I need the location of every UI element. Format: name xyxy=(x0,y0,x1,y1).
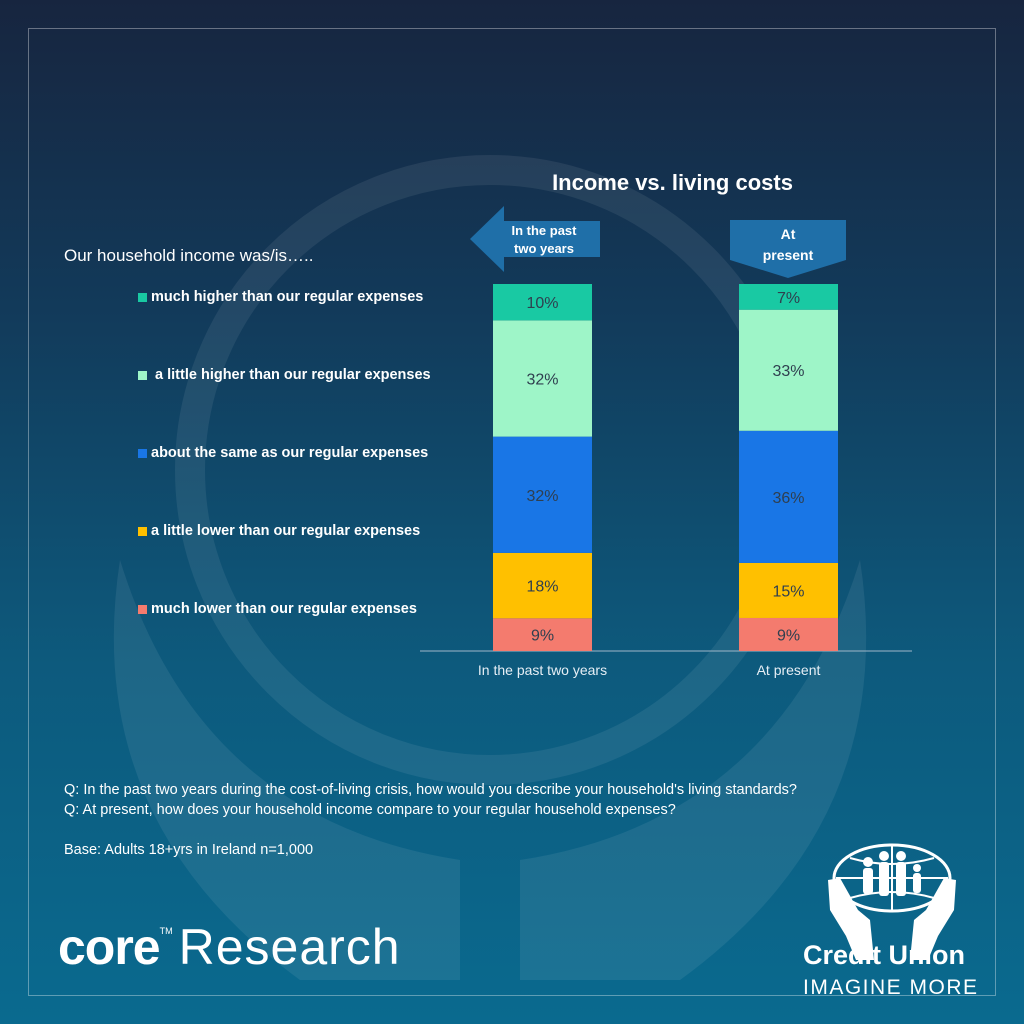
bar-segment xyxy=(739,309,838,431)
legend-swatch xyxy=(138,370,147,380)
bar-segment xyxy=(493,618,592,651)
legend-label: a little lower than our regular expenses xyxy=(151,523,421,539)
bar-segment xyxy=(739,617,838,651)
question-2: Q: At present, how does your household i… xyxy=(64,802,676,818)
legend-item-much-higher: much higher than our regular expenses xyxy=(138,289,423,305)
legend-swatch xyxy=(138,292,147,302)
bar-segment xyxy=(493,436,592,553)
core-research-logo: core TM Research xyxy=(58,918,401,976)
base-note: Base: Adults 18+yrs in Ireland n=1,000 xyxy=(64,842,314,858)
data-label: 9% xyxy=(531,628,554,645)
data-label: 10% xyxy=(526,295,558,312)
x-tick-label: In the past two years xyxy=(478,662,607,678)
question-1: Q: In the past two years during the cost… xyxy=(64,782,797,798)
arrow-past-line2: two years xyxy=(514,241,574,256)
data-label: 7% xyxy=(777,290,800,307)
data-label: 32% xyxy=(526,488,558,505)
research-word: Research xyxy=(178,919,401,975)
data-label: 32% xyxy=(526,371,558,388)
bar-segment xyxy=(739,562,838,618)
legend-swatch xyxy=(138,448,147,458)
legend-swatch xyxy=(138,526,147,536)
legend-swatch xyxy=(138,604,147,614)
core-word: core xyxy=(58,919,161,975)
data-label: 9% xyxy=(777,627,800,644)
bar-segment xyxy=(739,284,838,310)
legend-item-much-lower: much lower than our regular expenses xyxy=(138,601,417,617)
arrow-present-line1: At xyxy=(780,226,796,242)
arrow-present-line2: present xyxy=(762,247,814,263)
credit-union-logo-icon xyxy=(828,843,956,960)
legend-heading: Our household income was/is….. xyxy=(64,246,314,265)
data-label: 33% xyxy=(772,363,804,380)
bar-segment xyxy=(739,430,838,563)
legend-label: about the same as our regular expenses xyxy=(151,445,429,461)
bar-segment xyxy=(493,284,592,321)
legend-item-little-higher: a little higher than our regular expense… xyxy=(138,367,431,383)
chart-title: Income vs. living costs xyxy=(552,170,793,195)
arrow-past-line1: In the past xyxy=(511,223,577,238)
arrow-left-icon xyxy=(470,206,600,272)
arrow-down-icon xyxy=(730,220,846,278)
survey-notes: Q: In the past two years during the cost… xyxy=(64,780,797,860)
credit-union-name: Credit Union xyxy=(803,940,965,970)
x-tick-label: At present xyxy=(757,662,821,678)
data-label: 15% xyxy=(772,583,804,600)
data-label: 36% xyxy=(772,490,804,507)
data-label: 18% xyxy=(526,579,558,596)
legend-label: a little higher than our regular expense… xyxy=(151,367,431,383)
credit-union-tagline: IMAGINE MORE xyxy=(803,976,979,999)
arrow-present-label: At present xyxy=(745,224,831,266)
trademark: TM xyxy=(159,926,173,936)
legend-label: much lower than our regular expenses xyxy=(151,601,417,617)
legend-item-about-same: about the same as our regular expenses xyxy=(138,445,428,461)
bar-segment xyxy=(493,320,592,437)
legend-item-little-lower: a little lower than our regular expenses xyxy=(138,523,420,539)
bar-segment xyxy=(493,552,592,619)
legend-label: much higher than our regular expenses xyxy=(151,289,424,305)
frame-border xyxy=(28,28,996,996)
arrow-past-label: In the past two years xyxy=(498,222,590,258)
